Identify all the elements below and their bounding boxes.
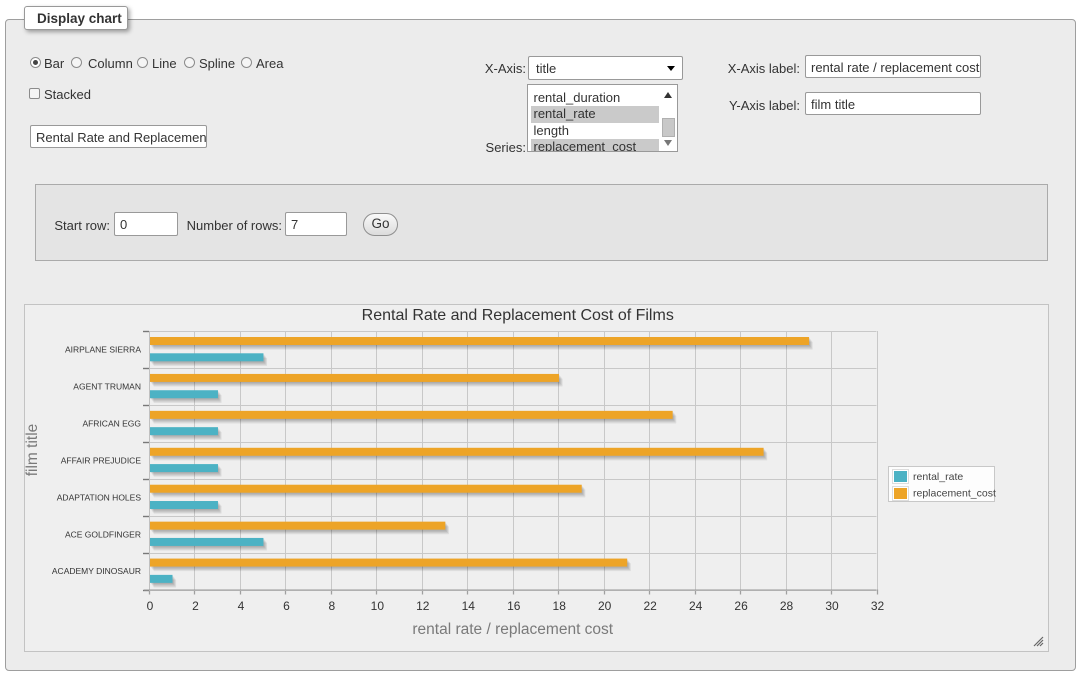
svg-text:16: 16 — [507, 599, 521, 613]
svg-text:10: 10 — [371, 599, 385, 613]
svg-text:32: 32 — [871, 599, 885, 613]
svg-text:14: 14 — [462, 599, 476, 613]
svg-text:ACADEMY DINOSAUR: ACADEMY DINOSAUR — [52, 566, 141, 576]
svg-text:12: 12 — [416, 599, 430, 613]
svg-text:rental_rate: rental_rate — [913, 471, 963, 483]
svg-text:18: 18 — [553, 599, 567, 613]
svg-text:6: 6 — [283, 599, 290, 613]
svg-text:20: 20 — [598, 599, 612, 613]
svg-text:4: 4 — [238, 599, 245, 613]
svg-text:replacement_cost: replacement_cost — [913, 488, 996, 500]
svg-text:rental rate / replacement cost: rental rate / replacement cost — [412, 621, 613, 638]
svg-text:22: 22 — [643, 599, 657, 613]
svg-text:AGENT TRUMAN: AGENT TRUMAN — [73, 382, 141, 392]
svg-text:30: 30 — [825, 599, 839, 613]
svg-text:26: 26 — [734, 599, 748, 613]
svg-text:8: 8 — [329, 599, 336, 613]
svg-text:Rental Rate and Replacement Co: Rental Rate and Replacement Cost of Film… — [362, 307, 674, 324]
svg-text:28: 28 — [780, 599, 794, 613]
svg-text:24: 24 — [689, 599, 703, 613]
svg-text:ADAPTATION HOLES: ADAPTATION HOLES — [57, 492, 142, 502]
svg-text:2: 2 — [192, 599, 199, 613]
svg-text:film title: film title — [25, 424, 41, 477]
svg-text:ACE GOLDFINGER: ACE GOLDFINGER — [65, 529, 141, 539]
svg-text:AFFAIR PREJUDICE: AFFAIR PREJUDICE — [61, 455, 142, 465]
svg-text:0: 0 — [147, 599, 154, 613]
svg-text:AFRICAN EGG: AFRICAN EGG — [82, 419, 141, 429]
svg-text:AIRPLANE SIERRA: AIRPLANE SIERRA — [65, 345, 141, 355]
